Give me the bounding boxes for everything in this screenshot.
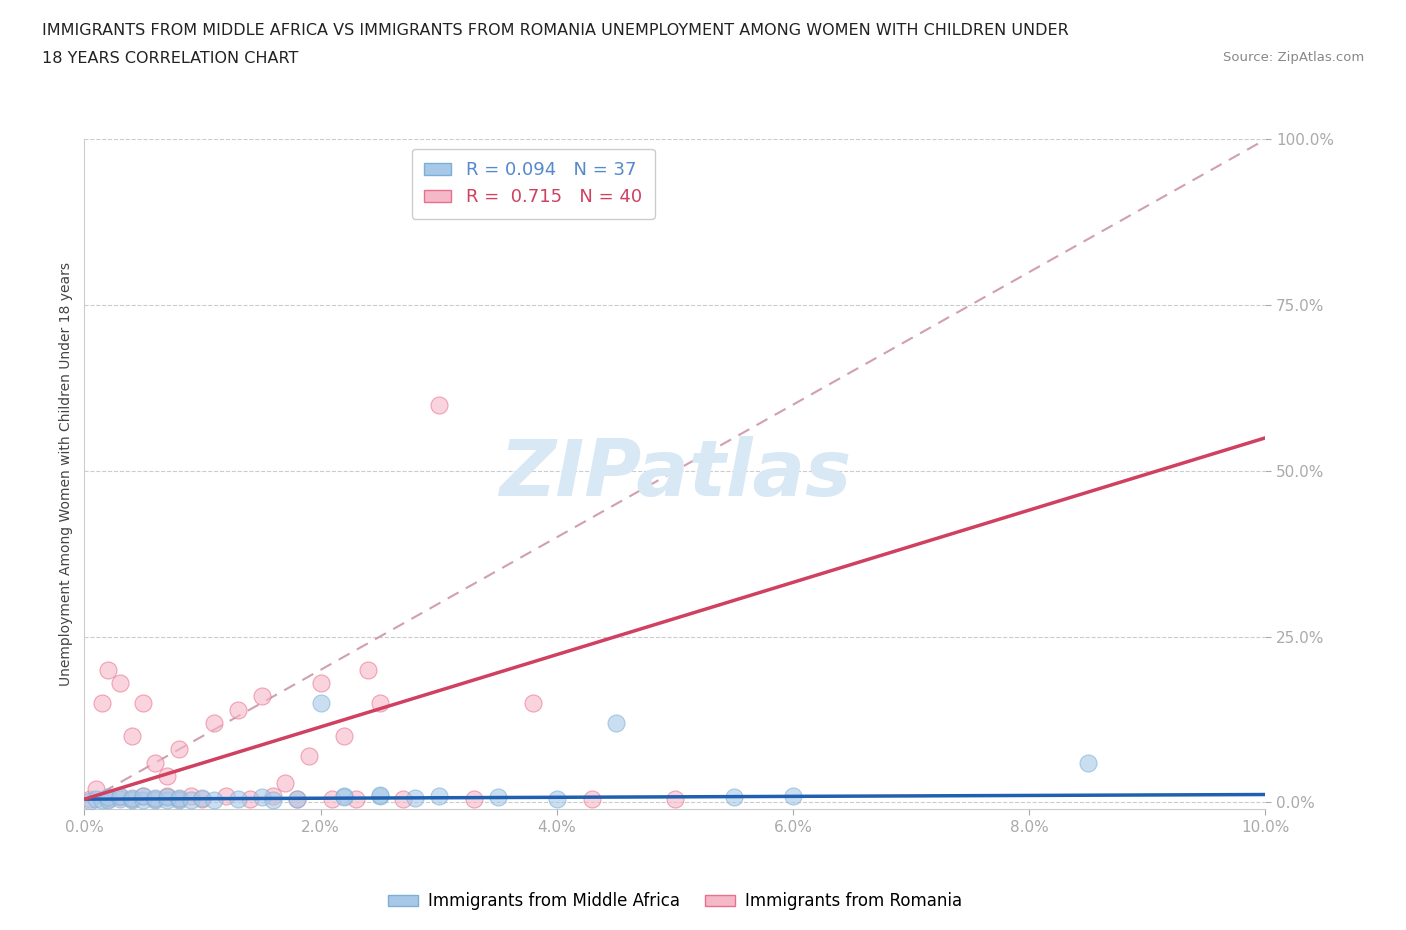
Point (121, 790, 143, 805)
Point (79, 791, 101, 806)
Point (97, 791, 120, 806)
Point (605, 715, 627, 730)
Point (121, 729, 143, 744)
Point (392, 791, 415, 806)
Point (91, 696, 114, 711)
Point (143, 793, 166, 808)
Point (298, 749, 321, 764)
Point (1077, 755, 1099, 770)
Point (522, 696, 544, 711)
Point (97, 792, 120, 807)
Point (97, 790, 120, 804)
Text: ZIPatlas: ZIPatlas (499, 436, 851, 512)
Point (191, 791, 214, 806)
Point (202, 715, 225, 730)
Point (309, 696, 332, 711)
Point (250, 689, 273, 704)
Point (97, 662, 120, 677)
Point (250, 790, 273, 804)
Point (782, 789, 804, 804)
Legend: Immigrants from Middle Africa, Immigrants from Romania: Immigrants from Middle Africa, Immigrant… (381, 885, 969, 917)
Point (226, 791, 249, 806)
Point (156, 789, 179, 804)
Point (581, 791, 603, 806)
Point (215, 789, 238, 804)
Point (132, 792, 155, 807)
Point (180, 789, 202, 804)
Point (121, 791, 143, 806)
Point (156, 790, 179, 804)
Point (167, 793, 190, 808)
Point (121, 793, 143, 808)
Point (344, 791, 367, 806)
Point (368, 789, 391, 804)
Point (143, 791, 166, 806)
Y-axis label: Unemployment Among Women with Children Under 18 years: Unemployment Among Women with Children U… (59, 262, 73, 686)
Point (108, 791, 131, 806)
Point (108, 676, 131, 691)
Point (368, 787, 391, 802)
Point (84, 791, 107, 806)
Point (546, 791, 568, 806)
Point (463, 791, 485, 806)
Point (167, 791, 190, 806)
Point (167, 790, 190, 805)
Point (108, 789, 131, 804)
Point (79, 793, 101, 808)
Point (357, 662, 380, 677)
Point (427, 789, 450, 804)
Point (427, 397, 450, 412)
Point (723, 790, 745, 804)
Point (333, 789, 356, 804)
Point (132, 696, 155, 711)
Point (285, 791, 308, 806)
Point (486, 790, 509, 804)
Point (143, 791, 166, 806)
Point (262, 789, 284, 804)
Point (285, 791, 308, 806)
Point (180, 792, 202, 807)
Point (262, 793, 284, 808)
Point (202, 793, 225, 808)
Point (156, 792, 179, 807)
Point (404, 791, 426, 806)
Point (108, 790, 131, 804)
Point (226, 702, 249, 717)
Text: IMMIGRANTS FROM MIDDLE AFRICA VS IMMIGRANTS FROM ROMANIA UNEMPLOYMENT AMONG WOME: IMMIGRANTS FROM MIDDLE AFRICA VS IMMIGRA… (42, 23, 1069, 38)
Text: Source: ZipAtlas.com: Source: ZipAtlas.com (1223, 51, 1364, 64)
Point (239, 791, 262, 806)
Point (84, 782, 107, 797)
Point (91, 793, 114, 808)
Point (132, 789, 155, 804)
Point (191, 791, 214, 806)
Point (156, 768, 179, 783)
Point (167, 742, 190, 757)
Point (309, 676, 332, 691)
Point (321, 791, 343, 806)
Point (664, 791, 686, 806)
Point (333, 790, 356, 804)
Text: 18 YEARS CORRELATION CHART: 18 YEARS CORRELATION CHART (42, 51, 298, 66)
Point (368, 696, 391, 711)
Point (143, 755, 166, 770)
Point (274, 775, 297, 790)
Legend: R = 0.094   N = 37, R =  0.715   N = 40: R = 0.094 N = 37, R = 0.715 N = 40 (412, 149, 655, 219)
Point (132, 789, 155, 804)
Point (333, 729, 356, 744)
